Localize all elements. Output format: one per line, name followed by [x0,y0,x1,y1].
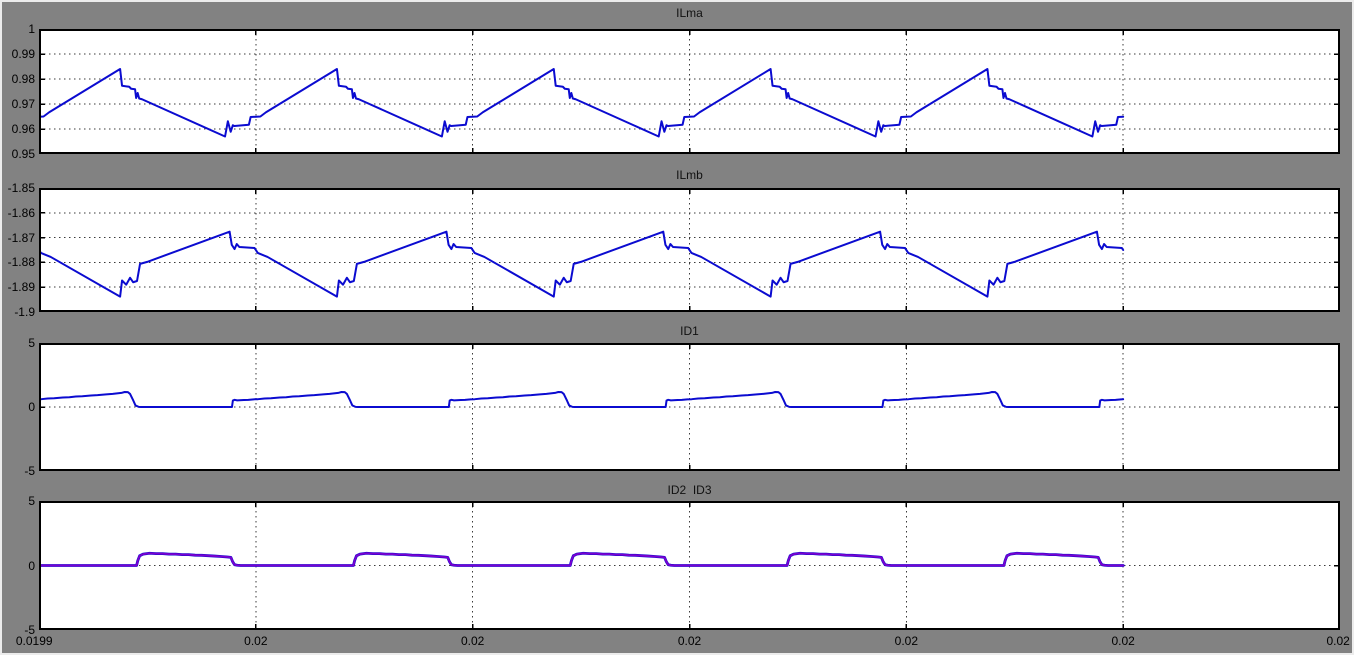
x-tick-label: 0.02 [894,634,919,648]
y-tick-label: -1.88 [7,255,35,270]
subplot-ilmb-plot [39,188,1340,312]
x-tick-label: 0.02 [1111,634,1135,648]
subplot-id1-plot [39,343,1340,471]
y-tick-label: 0.96 [11,122,35,136]
waveform-id2 [39,552,1125,567]
y-tick-label: 0.98 [11,72,35,86]
y-tick-label: 0 [28,400,35,414]
x-tick-label: 0.02 [1326,634,1350,648]
waveform-ilmb [39,230,1125,298]
y-tick-label: -5 [24,464,35,478]
y-tick-label: -5 [24,623,35,637]
y-tick-label: -1.85 [7,181,35,195]
y-tick-label: -1.86 [7,205,35,220]
subplot-title-ilmb: ILmb [676,168,703,182]
y-tick-label: 1 [28,22,35,36]
waveform-id1 [39,391,1125,408]
y-tick-label: -1.9 [14,305,35,319]
subplot-ilma-plot [39,29,1340,154]
y-tick-label: -1.87 [7,230,35,245]
y-tick-label: 5 [28,494,35,508]
y-tick-label: 5 [28,336,35,350]
subplot-title-id2-id3: ID2 ID3 [667,483,712,497]
x-tick-label: 0.02 [244,634,268,648]
x-tick-label: 0.02 [677,634,702,648]
y-tick-label: 0.97 [11,97,35,111]
subplot-title-ilma: ILma [676,6,703,20]
y-tick-label: -1.89 [7,280,35,295]
waveform-ilma [39,68,1125,138]
y-tick-label: 0.99 [11,47,35,61]
x-tick-label: 0.0199 [15,634,53,648]
y-tick-label: 0.95 [11,147,35,161]
y-tick-label: 0 [28,558,35,573]
subplot-id2-id3-plot [39,501,1340,630]
subplot-title-id1: ID1 [680,324,699,338]
x-tick-label: 0.02 [460,634,485,648]
